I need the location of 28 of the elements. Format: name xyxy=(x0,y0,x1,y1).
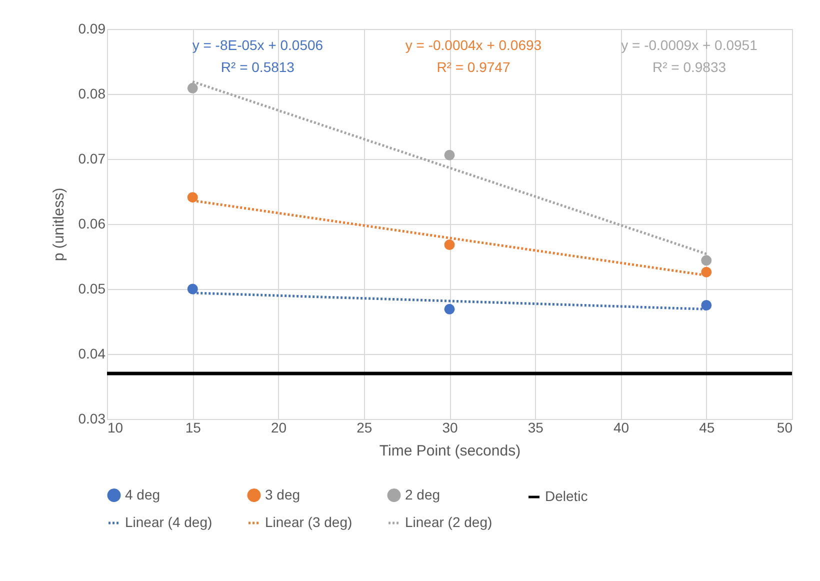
y-tick-label: 0.04 xyxy=(78,346,106,362)
legend-label: 4 deg xyxy=(125,486,160,502)
y-tick-label: 0.06 xyxy=(78,216,106,232)
legend-label: Linear (3 deg) xyxy=(265,514,352,530)
x-tick-label: 35 xyxy=(528,420,544,436)
legend-label: Linear (4 deg) xyxy=(125,514,212,530)
x-tick-label: 50 xyxy=(776,420,793,436)
x-axis-title: Time Point (seconds) xyxy=(379,442,521,460)
y-tick-label: 0.08 xyxy=(78,86,106,102)
x-tick-label: 45 xyxy=(699,420,715,436)
legend-label: Linear (2 deg) xyxy=(405,514,492,530)
y-axis-title: p (unitless) xyxy=(50,188,68,262)
x-tick-label: 30 xyxy=(442,420,458,436)
y-tick-label: 0.03 xyxy=(78,410,106,426)
x-tick-label: 15 xyxy=(185,420,202,436)
x-tick-label: 40 xyxy=(613,420,630,436)
y-tick-label: 0.07 xyxy=(78,150,106,166)
annotation: y = -8E-05x + 0.0506 R² = 0.5813 xyxy=(192,37,324,75)
legend-label: 2 deg xyxy=(405,486,440,502)
x-tick-label: 10 xyxy=(108,420,124,436)
annotation: y = -0.0009x + 0.0951 R² = 0.9833 xyxy=(621,37,758,75)
legend-label: Deletic xyxy=(545,488,588,504)
x-tick-label: 25 xyxy=(356,420,372,436)
legend-label: 3 deg xyxy=(265,486,300,502)
x-tick-label: 20 xyxy=(270,420,287,436)
annotation: y = -0.0004x + 0.0693 R² = 0.9747 xyxy=(405,37,542,75)
y-tick-label: 0.09 xyxy=(78,20,106,36)
y-tick-label: 0.05 xyxy=(78,280,106,296)
